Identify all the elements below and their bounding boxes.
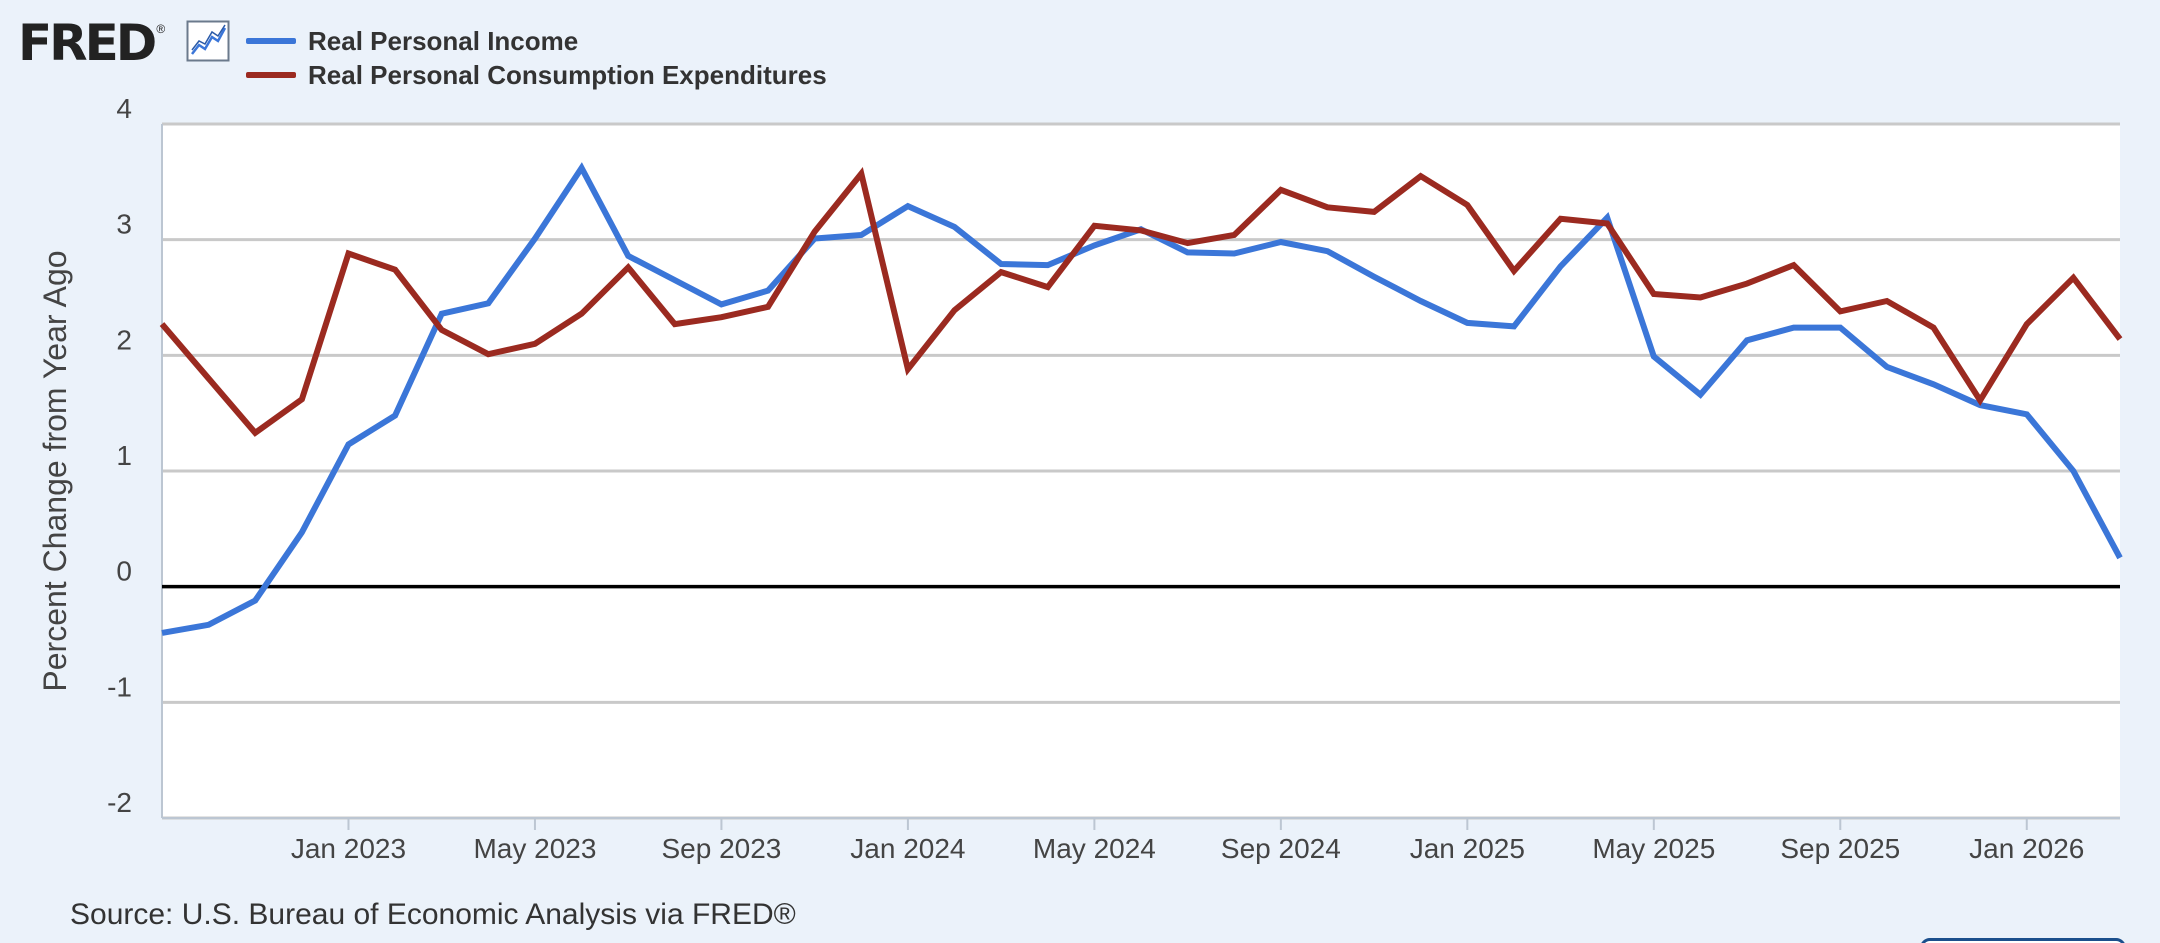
x-tick-label: Jan 2024 <box>850 833 965 864</box>
x-tick-label: Sep 2025 <box>1780 833 1900 864</box>
series-line-real-pce <box>159 167 2123 437</box>
y-tick-label: 2 <box>116 324 132 355</box>
x-tick-label: Sep 2024 <box>1221 833 1341 864</box>
source-note: Source: U.S. Bureau of Economic Analysis… <box>70 898 796 931</box>
legend-item-real-pce[interactable]: Real Personal Consumption Expenditures <box>246 58 827 92</box>
legend-swatch-real-personal-income <box>246 38 296 44</box>
x-tick-label: May 2025 <box>1592 833 1715 864</box>
fred-logo-registered-mark: ® <box>156 22 166 36</box>
edit-graph-button[interactable] <box>1920 938 2126 943</box>
x-tick-label: May 2023 <box>473 833 596 864</box>
y-axis-label: Percent Change from Year Ago <box>37 250 73 691</box>
legend-item-real-personal-income[interactable]: Real Personal Income <box>246 24 827 58</box>
fred-logo-text: FRED <box>18 14 157 72</box>
x-tick-label: Jan 2025 <box>1410 833 1525 864</box>
y-tick-label: 3 <box>116 209 132 240</box>
y-tick-label: 4 <box>116 93 132 124</box>
y-tick-label: -1 <box>107 671 132 702</box>
x-tick-label: Jan 2023 <box>291 833 406 864</box>
x-tick-label: Jan 2026 <box>1969 833 2084 864</box>
legend-label-real-pce: Real Personal Consumption Expenditures <box>308 59 827 90</box>
chart-legend: Real Personal Income Real Personal Consu… <box>246 24 827 92</box>
x-tick-label: May 2024 <box>1033 833 1156 864</box>
y-tick-label: -2 <box>107 787 132 818</box>
y-tick-label: 0 <box>116 556 132 587</box>
x-tick-label: Sep 2023 <box>661 833 781 864</box>
line-chart-icon[interactable] <box>186 20 230 62</box>
legend-swatch-real-pce <box>246 72 296 78</box>
fred-logo[interactable]: FRED ® <box>18 18 165 68</box>
y-tick-label: 1 <box>116 440 132 471</box>
legend-label-real-personal-income: Real Personal Income <box>308 25 579 56</box>
